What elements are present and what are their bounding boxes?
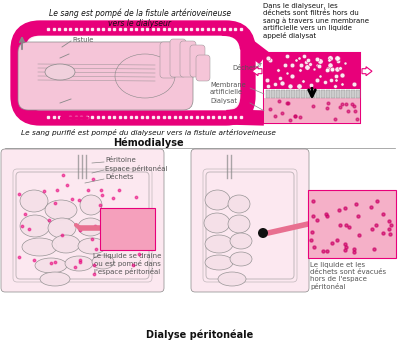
Bar bbox=[356, 90, 360, 98]
Bar bbox=[266, 90, 270, 98]
Bar bbox=[306, 90, 310, 98]
FancyBboxPatch shape bbox=[190, 45, 205, 77]
Bar bbox=[264, 53, 360, 89]
Ellipse shape bbox=[115, 54, 175, 98]
Ellipse shape bbox=[20, 190, 48, 212]
FancyBboxPatch shape bbox=[160, 42, 176, 78]
Bar bbox=[331, 90, 334, 98]
FancyBboxPatch shape bbox=[191, 149, 309, 292]
FancyBboxPatch shape bbox=[196, 55, 210, 81]
Text: Le liquide et les
déchets sont évacués
hors de l'espace
péritonéal: Le liquide et les déchets sont évacués h… bbox=[310, 262, 386, 290]
Ellipse shape bbox=[35, 258, 67, 273]
FancyBboxPatch shape bbox=[170, 39, 186, 77]
Ellipse shape bbox=[78, 218, 103, 236]
Ellipse shape bbox=[45, 200, 77, 220]
Bar bbox=[286, 90, 290, 98]
Bar bbox=[308, 190, 396, 258]
Bar bbox=[264, 98, 360, 123]
Ellipse shape bbox=[65, 256, 93, 271]
Text: Dialyse péritonéale: Dialyse péritonéale bbox=[146, 330, 254, 340]
Text: Espace péritonéal: Espace péritonéal bbox=[105, 165, 168, 172]
Bar bbox=[326, 90, 330, 98]
Text: Veine: Veine bbox=[72, 95, 90, 101]
Ellipse shape bbox=[20, 215, 50, 237]
Bar bbox=[276, 90, 280, 98]
Ellipse shape bbox=[52, 235, 80, 253]
Circle shape bbox=[258, 228, 268, 238]
Ellipse shape bbox=[48, 218, 76, 238]
Ellipse shape bbox=[45, 64, 75, 80]
Text: Déchets: Déchets bbox=[232, 65, 259, 71]
Bar bbox=[316, 90, 320, 98]
FancyBboxPatch shape bbox=[1, 149, 164, 292]
Bar bbox=[271, 90, 274, 98]
Text: Péritoine: Péritoine bbox=[105, 157, 136, 163]
FancyArrow shape bbox=[362, 67, 372, 76]
Ellipse shape bbox=[228, 215, 250, 233]
Bar bbox=[311, 90, 314, 98]
FancyArrow shape bbox=[252, 67, 262, 76]
FancyBboxPatch shape bbox=[18, 42, 193, 110]
Bar bbox=[291, 90, 294, 98]
Text: Déchets: Déchets bbox=[105, 174, 134, 180]
Ellipse shape bbox=[205, 255, 233, 270]
Text: Le sang est pompé de la fistule artérioveineuse
vers le dialyseur: Le sang est pompé de la fistule artériov… bbox=[49, 8, 231, 28]
Ellipse shape bbox=[78, 238, 106, 254]
Text: Membrane
artificielle: Membrane artificielle bbox=[210, 82, 246, 95]
Text: Fistule
artérioveineuse: Fistule artérioveineuse bbox=[72, 37, 124, 50]
Bar bbox=[296, 90, 300, 98]
FancyBboxPatch shape bbox=[26, 36, 240, 110]
Bar bbox=[100, 208, 155, 250]
Bar bbox=[346, 90, 350, 98]
Ellipse shape bbox=[230, 233, 252, 249]
Bar bbox=[281, 90, 284, 98]
FancyBboxPatch shape bbox=[18, 28, 248, 118]
Ellipse shape bbox=[228, 195, 250, 213]
Bar bbox=[301, 90, 304, 98]
Ellipse shape bbox=[205, 235, 233, 253]
Text: Artère: Artère bbox=[70, 50, 91, 56]
Text: Hémodialyse: Hémodialyse bbox=[113, 138, 183, 148]
Ellipse shape bbox=[205, 190, 230, 210]
Ellipse shape bbox=[230, 252, 252, 266]
Ellipse shape bbox=[218, 272, 246, 286]
Text: Dialysat: Dialysat bbox=[210, 98, 237, 104]
Ellipse shape bbox=[204, 213, 230, 233]
Bar bbox=[351, 90, 354, 98]
Bar bbox=[264, 89, 360, 98]
Bar bbox=[321, 90, 324, 98]
Text: Dans le dialyseur, les
déchets sont filtrés hors du
sang à travers une membrane
: Dans le dialyseur, les déchets sont filt… bbox=[263, 3, 369, 39]
Bar bbox=[264, 53, 360, 123]
Text: Le sang purifié est pompé du dialyseur vers la fistule artérioveineuse: Le sang purifié est pompé du dialyseur v… bbox=[20, 129, 276, 136]
Ellipse shape bbox=[92, 255, 114, 269]
FancyBboxPatch shape bbox=[180, 41, 196, 77]
Ellipse shape bbox=[40, 272, 70, 286]
Bar bbox=[341, 90, 344, 98]
Bar bbox=[336, 90, 340, 98]
Ellipse shape bbox=[80, 195, 102, 215]
Ellipse shape bbox=[22, 238, 57, 256]
Text: Le liquide se draine
ou est pompé dans
l'espace péritonéal: Le liquide se draine ou est pompé dans l… bbox=[93, 253, 161, 275]
